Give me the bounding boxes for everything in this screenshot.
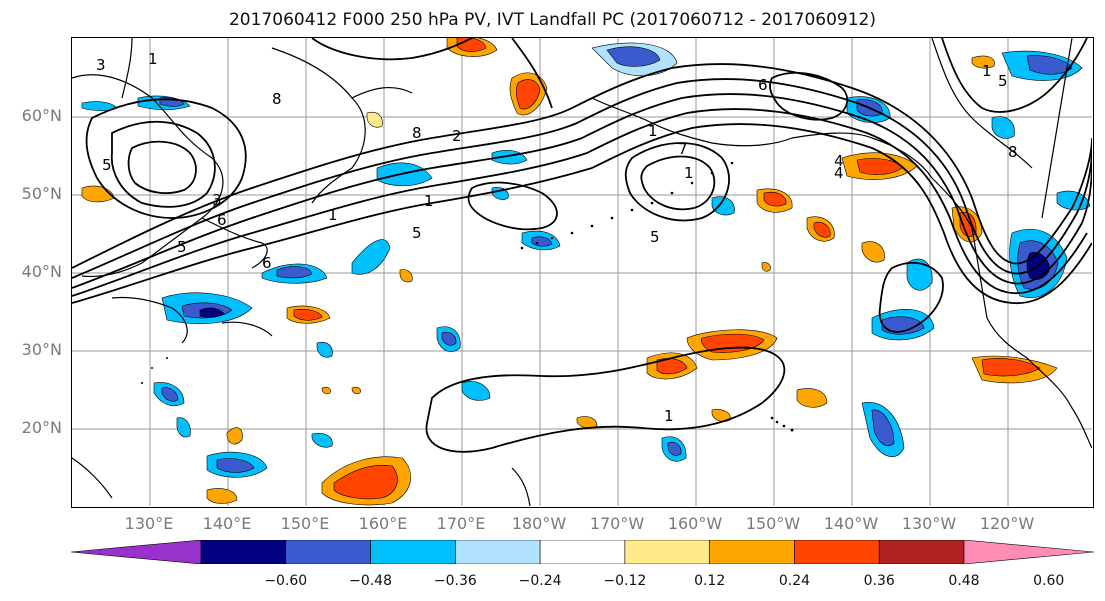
- contour-label: 1: [684, 164, 694, 182]
- contour-label: 2: [452, 127, 462, 145]
- lat-label: 40°N: [21, 262, 62, 281]
- pv-contours: [72, 38, 1092, 453]
- colorbar-extend-low: [71, 540, 202, 564]
- colorbar-tick-label: 0.12: [694, 573, 726, 589]
- contour-label: 1: [328, 206, 338, 224]
- colorbar-tick-label: 0.24: [778, 573, 811, 589]
- contour-label: 4: [834, 152, 844, 170]
- contour-label: 7: [678, 140, 688, 158]
- contour-label: 5: [412, 224, 422, 242]
- contour-label: 1: [648, 122, 658, 140]
- contour-label: 6: [758, 76, 768, 94]
- contour-label: 4: [834, 164, 844, 182]
- contour-label: 8: [1008, 143, 1018, 161]
- lon-label: 170°E: [436, 514, 486, 533]
- lon-label: 180°W: [511, 514, 567, 533]
- negative-shading: [81, 42, 1091, 478]
- lon-label: 120°W: [979, 514, 1035, 533]
- colorbar-tick-label: −0.24: [518, 573, 562, 589]
- coastlines: [72, 38, 1092, 506]
- lon-label: 160°W: [667, 514, 723, 533]
- positive-shading: [81, 38, 1058, 506]
- lon-label: 150°E: [280, 514, 330, 533]
- lon-label: 160°E: [358, 514, 408, 533]
- lon-label: 140°E: [202, 514, 252, 533]
- contour-label: 3: [96, 56, 106, 74]
- colorbar-tick-label: −0.48: [349, 573, 392, 589]
- colorbar-segment: [455, 540, 541, 564]
- colorbar-tick-label: −0.60: [264, 573, 308, 589]
- contour-label: 1: [982, 62, 992, 80]
- contour-label: 6: [262, 254, 272, 272]
- map-panel: 3 1 8 8 2 1 5 1 6 6 5 3 5 4 7 1 1 5 6 4: [71, 37, 1094, 508]
- islands: [141, 161, 794, 432]
- lat-label: 30°N: [21, 340, 62, 359]
- colorbar-segment: [709, 540, 795, 564]
- colorbar-tick-label: −0.12: [603, 573, 647, 589]
- colorbar-segment: [794, 540, 880, 564]
- colorbar-segment: [370, 540, 456, 564]
- contour-label: 5: [177, 238, 187, 256]
- contour-label: 5: [650, 228, 660, 246]
- lat-label: 60°N: [21, 106, 62, 125]
- lon-label: 140°W: [823, 514, 879, 533]
- colorbar-extend-high: [963, 540, 1094, 564]
- lon-label: 150°W: [745, 514, 801, 533]
- figure-title: 2017060412 F000 250 hPa PV, IVT Landfall…: [228, 10, 876, 30]
- contour-label: 1: [664, 407, 674, 425]
- contour-label: 8: [412, 124, 422, 142]
- colorbar-tick-label: 0.48: [948, 573, 980, 589]
- colorbar-segment: [285, 540, 371, 564]
- lon-label: 130°W: [901, 514, 957, 533]
- colorbar: [71, 540, 1094, 564]
- lat-label: 50°N: [21, 184, 62, 203]
- contour-label: 8: [272, 90, 282, 108]
- contour-label: 1: [148, 50, 158, 68]
- map-canvas: 3 1 8 8 2 1 5 1 6 6 5 3 5 4 7 1 1 5 6 4: [72, 38, 1092, 506]
- graticule: [72, 38, 1092, 506]
- contour-label: 1: [424, 192, 434, 210]
- contour-label: 5: [998, 72, 1008, 90]
- colorbar-segment: [878, 540, 965, 564]
- contour-label: 3: [212, 191, 222, 209]
- colorbar-tick-label: 0.36: [863, 573, 895, 589]
- contour-label: 5: [102, 156, 112, 174]
- colorbar-tick-label: −0.36: [433, 573, 477, 589]
- colorbar-segment: [624, 540, 710, 564]
- colorbar-segment: [200, 540, 287, 564]
- colorbar-tick-label: 0.60: [1033, 573, 1065, 589]
- lat-label: 20°N: [21, 418, 62, 437]
- colorbar-segment: [539, 540, 626, 564]
- contour-label-layer: 3 1 8 8 2 1 5 1 6 6 5 3 5 4 7 1 1 5 6 4: [96, 50, 1018, 425]
- contour-label: 6: [217, 211, 227, 229]
- lon-label: 130°E: [124, 514, 174, 533]
- lon-label: 170°W: [589, 514, 645, 533]
